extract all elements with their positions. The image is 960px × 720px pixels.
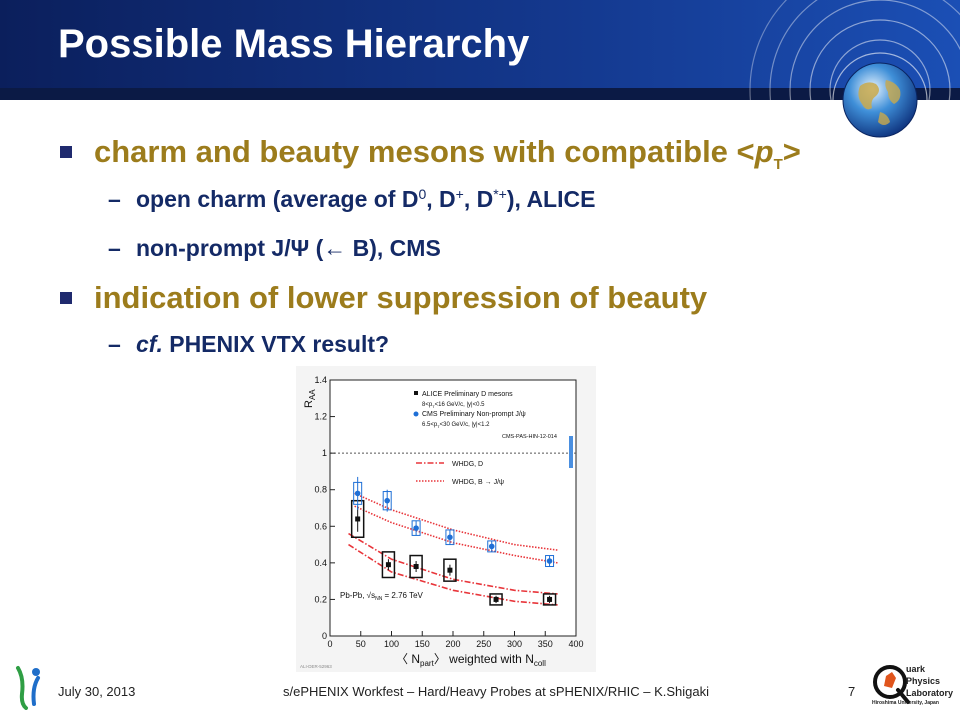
- y-tick-label: 0.6: [314, 521, 327, 531]
- raa-chart-svg: 0 0.2 0.4 0.6 0.8 1 1.2 1.4 0 50 100 150 200 250 300 3…: [296, 366, 596, 672]
- cms-sys-box: [545, 555, 555, 568]
- logo-line-3: Laboratory: [906, 688, 954, 698]
- plot-frame: [329, 379, 577, 637]
- x-axis-ticks: 0 50 100 150 200 250 300 350 400: [327, 631, 584, 649]
- alice-point: [447, 567, 453, 573]
- logo-line-1: uark: [906, 664, 926, 674]
- bullet-2-text: indication of lower suppression of beaut…: [94, 280, 708, 315]
- bullet-1-text: charm and beauty mesons with compatible …: [94, 134, 801, 174]
- slide-title: Possible Mass Hierarchy: [58, 22, 530, 66]
- alice-sys-box: [489, 593, 503, 606]
- alice-sys-box: [381, 551, 396, 579]
- figure-watermark: ALI-DER-52963: [300, 664, 332, 669]
- banner-graphic: [0, 0, 960, 100]
- legend-alice-marker: [414, 391, 418, 395]
- y-tick-label: 0: [322, 631, 327, 641]
- alice-sys-box: [542, 593, 557, 606]
- x-tick-label: 50: [356, 639, 366, 649]
- legend-cms-marker: [413, 411, 419, 417]
- x-axis-label: 〈 Npart〉 weighted with Ncoll: [396, 652, 546, 668]
- page-number: 7: [848, 684, 856, 699]
- legend-whdg-d-label: WHDG, D: [452, 461, 483, 468]
- band-1-lower: [354, 505, 558, 564]
- phenix-logo-icon: [16, 666, 40, 710]
- cms-point: [413, 525, 419, 531]
- alice-sys-box: [409, 554, 423, 579]
- logo-line-2: Physics: [906, 676, 941, 686]
- alice-point: [385, 562, 391, 568]
- data-points: [350, 476, 557, 606]
- y-tick-label: 1: [322, 448, 327, 458]
- y-tick-label: 0.8: [314, 485, 327, 495]
- bullet-marker: [60, 292, 72, 304]
- cms-sys-box: [411, 520, 421, 536]
- x-tick-label: 200: [445, 639, 460, 649]
- legend: ALICE Preliminary D mesons 8<pT<16 GeV/c…: [413, 391, 557, 486]
- y-axis-ticks: 0 0.2 0.4 0.6 0.8 1 1.2 1.4: [314, 375, 335, 641]
- header-banner: Possible Mass Hierarchy: [0, 0, 960, 100]
- legend-alice-label: ALICE Preliminary D mesons: [422, 391, 513, 398]
- qpl-logo-icon: [873, 665, 910, 704]
- alice-sys-box: [443, 558, 457, 582]
- sub-bullet-open-charm: – open charm (average of D0, D+, D*+), AL…: [108, 186, 596, 212]
- sub-bullet-nonprompt: – non-prompt J/Ψ (← B), CMS: [108, 235, 441, 261]
- footer-title: s/ePHENIX Workfest – Hard/Heavy Probes a…: [282, 684, 710, 699]
- cms-point: [384, 497, 390, 504]
- cms-point: [354, 490, 361, 497]
- cms-point: [447, 534, 453, 541]
- legend-cms-cuts: 6.5<pT<30 GeV/c, |y|<1.2: [422, 422, 490, 429]
- alice-point: [413, 564, 419, 570]
- legend-cms-label: CMS Preliminary Non-prompt J/ψ: [422, 411, 526, 418]
- sub-bullet-phenix: – cf. PHENIX VTX result?: [108, 331, 390, 357]
- x-tick-label: 300: [507, 639, 522, 649]
- cms-point: [488, 543, 495, 550]
- x-tick-label: 150: [415, 639, 430, 649]
- legend-reference: CMS-PAS-HIN-12-014: [502, 434, 557, 440]
- alice-point: [493, 596, 499, 602]
- global-uncertainty-box: [569, 436, 573, 468]
- alice-point: [547, 596, 553, 602]
- x-tick-label: 350: [538, 639, 553, 649]
- legend-whdg-b-label: WHDG, B → J/ψ: [452, 479, 504, 486]
- collision-system-label: Pb-Pb, √sNN = 2.76 TeV: [340, 591, 424, 602]
- band-0-lower: [348, 543, 558, 606]
- x-tick-label: 100: [384, 639, 399, 649]
- y-tick-label: 1.4: [314, 375, 327, 385]
- raa-chart: 0 0.2 0.4 0.6 0.8 1 1.2 1.4 0 50 100 150 200 250 300 3…: [296, 366, 596, 672]
- legend-alice-cuts: 8<pT<16 GeV/c, |y|<0.5: [422, 402, 485, 409]
- x-tick-label: 0: [327, 639, 332, 649]
- cms-point: [546, 558, 553, 564]
- y-tick-label: 1.2: [314, 412, 327, 422]
- x-tick-label: 250: [476, 639, 491, 649]
- logo-line-4: Hiroshima University, Japan: [872, 700, 939, 706]
- y-axis-label: RAA: [303, 389, 317, 408]
- y-tick-label: 0.2: [314, 594, 327, 604]
- y-tick-label: 0.4: [314, 558, 327, 568]
- alice-point: [355, 516, 361, 522]
- x-tick-label: 400: [568, 639, 583, 649]
- footer-date: July 30, 2013: [58, 684, 136, 699]
- bullet-marker: [60, 146, 72, 158]
- globe-icon: [832, 52, 928, 148]
